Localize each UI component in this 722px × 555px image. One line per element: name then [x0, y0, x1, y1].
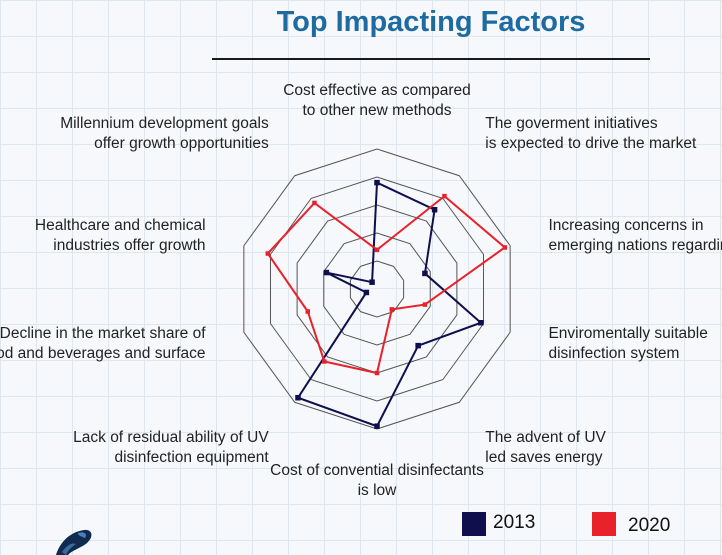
axis-label-4-line-1: led saves energy — [485, 449, 602, 466]
point-2013-6 — [295, 394, 301, 401]
legend-label-2013: 2013 — [493, 512, 536, 533]
axis-label-6-line-0: Lack of residual ability of UV — [73, 429, 269, 446]
axis-label-2-line-0: Increasing concerns in — [548, 217, 703, 234]
grid-ring-3 — [296, 204, 458, 374]
point-2013-3 — [478, 319, 484, 326]
axis-label-1-line-1: is expected to drive the market — [485, 135, 697, 152]
axis-label-0-line-0: Cost effective as compared — [283, 82, 471, 99]
axis-label-0-line-1: to other new methods — [302, 102, 451, 119]
legend-swatch-2013 — [462, 512, 486, 536]
title-underline — [212, 58, 650, 60]
point-2013-8 — [323, 269, 330, 276]
point-2020-5 — [374, 370, 380, 376]
grid-ring-5 — [243, 148, 511, 430]
point-2013-2 — [422, 270, 428, 277]
axis-label-1-line-0: The goverment initiatives — [485, 115, 658, 132]
chart-title: Top Impacting Factors — [276, 6, 586, 38]
axis-label-9-line-0: Millennium development goals — [60, 115, 269, 132]
brand-logo-icon — [56, 529, 92, 555]
axis-label-5-line-0: Cost of convential disinfectants — [270, 462, 484, 479]
grid-ring-2 — [323, 232, 431, 346]
point-2013-1 — [431, 206, 438, 213]
point-2020-2 — [502, 245, 508, 250]
point-2020-8 — [265, 251, 271, 256]
axis-label-9-line-1: offer growth opportunities — [94, 135, 269, 152]
point-2020-4 — [389, 307, 395, 312]
series-line-2013 — [296, 181, 483, 428]
point-2013-4 — [415, 342, 421, 349]
point-2013-9 — [369, 279, 375, 285]
legend-swatch-2020 — [592, 512, 616, 536]
axis-label-3-line-1: disinfection system — [548, 345, 679, 362]
point-2020-1 — [442, 193, 447, 199]
grid-ring-1 — [349, 260, 405, 318]
axis-label-3-line-0: Enviromentally suitable — [548, 325, 707, 342]
point-2020-3 — [422, 302, 428, 307]
legend-label-2020: 2020 — [628, 515, 671, 536]
series-line-2020 — [266, 194, 507, 375]
grid-ring-4 — [269, 176, 485, 402]
point-2013-0 — [374, 179, 380, 186]
point-2020-0 — [374, 247, 380, 253]
axis-label-8-line-0: Healthcare and chemical — [35, 217, 206, 234]
axis-label-7-line-0: Decline in the market share of — [0, 325, 206, 342]
point-2020-7 — [305, 309, 311, 314]
point-2020-6 — [322, 359, 327, 364]
axis-label-2-line-1: emerging nations regarding — [548, 237, 722, 254]
axis-label-5-line-1: is low — [358, 482, 398, 499]
point-2013-5 — [374, 423, 380, 429]
axis-label-7-line-1: food and beverages and surface — [0, 345, 206, 362]
axis-label-6-line-1: disinfection equipment — [114, 449, 269, 466]
axis-label-4-line-0: The advent of UV — [485, 429, 606, 446]
point-2020-9 — [312, 200, 317, 206]
axis-label-8-line-1: industries offer growth — [53, 237, 205, 254]
point-2013-7 — [363, 289, 370, 296]
